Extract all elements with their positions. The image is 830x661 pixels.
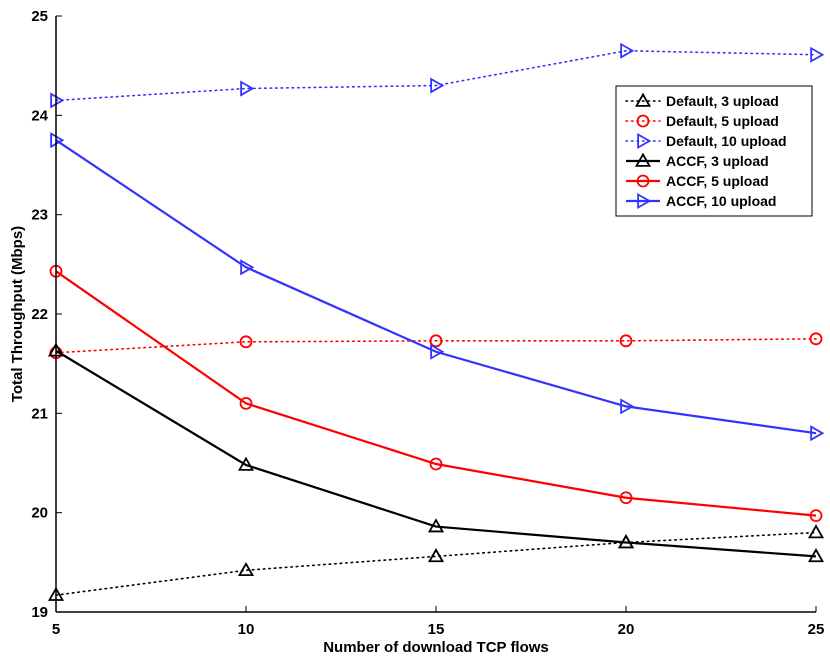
data-point [239, 335, 253, 349]
data-point [620, 398, 635, 415]
data-point [619, 491, 633, 505]
data-point [240, 259, 255, 276]
legend-marker [637, 132, 652, 150]
series-line [55, 49, 817, 102]
data-point [809, 509, 823, 523]
y-tick-label: 25 [31, 8, 48, 25]
series-line [55, 139, 817, 435]
x-tick-label: 25 [808, 621, 825, 638]
data-point [429, 457, 443, 471]
data-point [619, 334, 633, 348]
legend-marker [634, 92, 652, 107]
data-point [807, 524, 825, 539]
data-point [807, 548, 825, 563]
legend-marker [634, 152, 652, 167]
legend-label: Default, 3 upload [666, 93, 779, 109]
data-point [427, 548, 445, 563]
legend-item: Default, 3 upload [625, 92, 779, 109]
legend-label: Default, 10 upload [666, 133, 787, 149]
legend-item: Default, 5 upload [625, 113, 779, 129]
data-point [617, 534, 635, 549]
data-point [237, 456, 255, 471]
legend: Default, 3 upload Default, 5 upload Defaul… [615, 85, 813, 217]
legend-marker [636, 174, 650, 188]
series-line [55, 338, 817, 354]
data-point [50, 92, 65, 109]
data-point [429, 334, 443, 348]
y-tick-label: 20 [31, 505, 48, 522]
series-3 [50, 42, 825, 109]
x-tick-label: 10 [238, 621, 255, 638]
data-point [237, 561, 255, 577]
data-point [240, 80, 255, 97]
x-tick-label: 20 [618, 621, 635, 638]
data-point [809, 332, 823, 346]
series-line [55, 349, 817, 558]
legend-label: ACCF, 3 upload [666, 153, 769, 169]
series-line [55, 531, 817, 596]
legend-item: ACCF, 10 upload [626, 192, 776, 210]
legend-item: ACCF, 3 upload [626, 152, 769, 169]
y-tick-label: 19 [31, 604, 48, 621]
y-tick-label: 24 [31, 107, 48, 124]
data-point [430, 77, 445, 94]
legend-item: Default, 10 upload [625, 132, 787, 150]
y-tick-label: 22 [31, 306, 48, 323]
data-point [810, 425, 825, 442]
data-point [620, 42, 635, 59]
y-axis-label: Total Throughput (Mbps) [9, 226, 26, 402]
legend-label: ACCF, 10 upload [666, 193, 776, 209]
y-tick-label: 21 [31, 405, 48, 422]
series-line [55, 270, 817, 517]
legend-box [615, 85, 813, 217]
data-point [810, 46, 825, 63]
data-point [430, 343, 445, 360]
legend-marker [637, 192, 652, 210]
legend-label: ACCF, 5 upload [666, 173, 769, 189]
y-tick-label: 23 [31, 207, 48, 224]
x-axis-label: Number of download TCP flows [323, 639, 549, 656]
data-point [239, 396, 253, 410]
data-point [427, 518, 445, 533]
data-point [50, 132, 65, 149]
legend-label: Default, 5 upload [666, 113, 779, 129]
series-6 [50, 132, 825, 442]
legend-item: ACCF, 5 upload [626, 173, 769, 189]
legend-marker [636, 114, 650, 128]
x-tick-label: 15 [428, 621, 445, 638]
x-tick-label: 5 [52, 621, 60, 638]
